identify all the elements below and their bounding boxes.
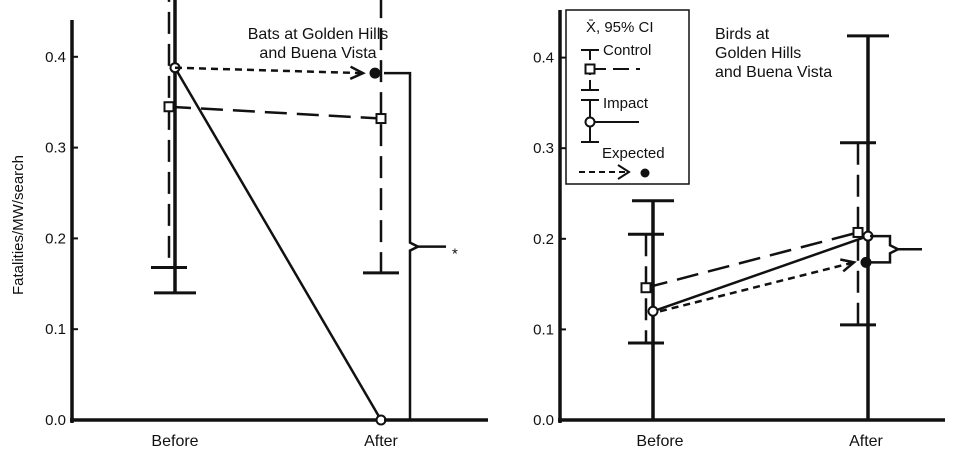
y-tick-label: 0.1 — [45, 321, 66, 338]
legend-impact-marker — [584, 116, 596, 128]
panel-title-line: and Buena Vista — [259, 45, 376, 62]
legend: X̄, 95% CI Control Impact Expected — [565, 9, 690, 185]
expected-series-line — [659, 261, 855, 313]
legend-impact-label: Impact — [603, 95, 649, 112]
panel-title-line: Birds at — [715, 26, 770, 43]
x-tick-label: After — [364, 433, 398, 450]
y-axis-label: Fatalities/MW/search — [10, 155, 27, 295]
impact-series-line — [173, 67, 383, 421]
panel-title-line: Bats at Golden Hills — [248, 26, 389, 43]
legend-title: X̄, 95% CI — [586, 19, 654, 36]
control-series-line — [168, 105, 382, 120]
impact-series-line — [652, 234, 869, 313]
control-series-line — [645, 231, 859, 289]
y-tick-label: 0.0 — [533, 412, 554, 429]
expected-marker — [369, 67, 381, 79]
control-marker — [640, 282, 652, 294]
legend-control-marker — [584, 63, 596, 75]
legend-expected-label: Expected — [602, 145, 665, 162]
expected-arrowhead — [349, 65, 366, 81]
y-tick-label: 0.3 — [533, 140, 554, 157]
legend-control-label: Control — [603, 42, 651, 59]
expected-series-line — [174, 66, 364, 75]
birds-panel: 0.0 0.1 0.2 0.3 0.4 Before After Birds at Golden… — [533, 9, 945, 450]
panel-title-line: Golden Hills — [715, 45, 801, 62]
legend-box — [565, 9, 690, 185]
x-tick-label: After — [849, 433, 883, 450]
legend-expected-arrowhead — [617, 164, 631, 180]
y-tick-label: 0.0 — [45, 412, 66, 429]
significance-label: * — [452, 246, 458, 263]
bats-panel: 0.00.10.20.30.40.50.6BeforeAfterBats at … — [45, 0, 488, 450]
y-tick-label: 0.2 — [533, 231, 554, 248]
y-tick-label: 0.4 — [533, 50, 554, 67]
y-tick-label: 0.3 — [45, 140, 66, 157]
expected-arrowhead — [840, 258, 857, 273]
control-marker — [375, 113, 387, 125]
x-tick-label: Before — [636, 433, 683, 450]
x-tick-label: Before — [151, 433, 198, 450]
control-marker — [852, 226, 864, 238]
y-tick-label: 0.2 — [45, 230, 66, 247]
control-marker — [163, 101, 175, 113]
y-tick-label: 0.4 — [45, 49, 66, 66]
y-tick-label: 0.1 — [533, 321, 554, 338]
legend-expected-marker — [640, 168, 650, 178]
impact-marker — [647, 305, 659, 317]
expected-marker — [860, 256, 872, 268]
panel-title-line: and Buena Vista — [715, 64, 832, 81]
